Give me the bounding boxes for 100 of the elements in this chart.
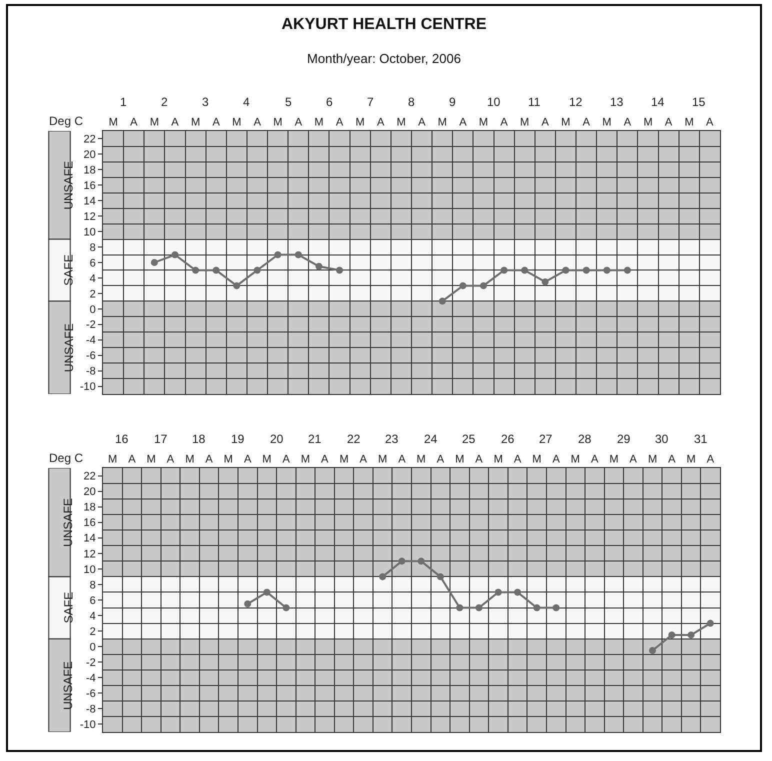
x2-tick-label: 27 — [539, 432, 553, 446]
band-label: SAFE — [61, 254, 76, 286]
x-tick-label: M — [602, 116, 612, 129]
x-tick-label: M — [108, 116, 118, 129]
chart-title: AKYURT HEALTH CENTRE — [281, 16, 487, 34]
y-tick-label: 4 — [90, 272, 96, 285]
x-tick-label: M — [478, 116, 488, 129]
x-tick-label: M — [300, 454, 310, 466]
x-tick-label: A — [436, 454, 445, 466]
x2-tick-label: 3 — [202, 95, 209, 109]
x-tick-label: A — [664, 116, 673, 129]
y-axis-title: Deg C — [49, 114, 84, 128]
x-tick-label: M — [146, 454, 156, 466]
x-tick-label: M — [108, 454, 118, 466]
x-tick-label: A — [336, 116, 344, 129]
y-tick-label: 12 — [84, 210, 96, 223]
point — [336, 266, 344, 274]
x2-tick-label: 30 — [655, 432, 669, 446]
x2-tick-label: 6 — [326, 95, 333, 109]
x2-tick-label: 13 — [610, 95, 624, 109]
point — [315, 262, 322, 270]
point — [552, 604, 560, 612]
x-tick-label: M — [520, 116, 530, 129]
x2-tick-label: 28 — [578, 432, 592, 446]
x2-tick-label: 21 — [308, 432, 322, 446]
x2-tick-label: 1 — [120, 95, 127, 109]
x2-tick-label: 12 — [569, 95, 583, 109]
x-tick-label: A — [591, 454, 599, 466]
band-label: UNSAFE — [61, 661, 76, 710]
x-tick-label: A — [205, 454, 214, 466]
x2-tick-label: 14 — [651, 95, 665, 109]
x2-tick-label: 15 — [692, 95, 706, 109]
y-tick-label: 14 — [84, 195, 96, 208]
x2-tick-label: 29 — [617, 432, 631, 446]
y-tick-label: -6 — [86, 688, 96, 700]
point — [150, 259, 158, 266]
x-tick-label: M — [273, 116, 282, 129]
x-tick-label: M — [416, 454, 426, 466]
x-tick-label: M — [532, 454, 542, 466]
x-tick-label: M — [339, 454, 349, 466]
x2-tick-label: 11 — [528, 95, 541, 109]
x-tick-label: A — [706, 454, 715, 466]
point — [706, 620, 714, 627]
point — [436, 573, 444, 580]
x2-tick-label: 31 — [694, 432, 708, 446]
point — [294, 251, 302, 258]
point — [456, 604, 464, 612]
y-tick-label: 0 — [90, 304, 96, 316]
point — [233, 282, 240, 290]
x-tick-label: M — [185, 454, 194, 466]
y-tick-label: 2 — [90, 288, 96, 300]
x-tick-label: A — [624, 116, 632, 129]
y-tick-label: -6 — [86, 350, 96, 362]
x-tick-label: M — [378, 454, 388, 466]
x-tick-label: A — [130, 116, 138, 129]
x2-tick-label: 23 — [385, 432, 399, 446]
x-tick-label: M — [684, 116, 694, 129]
x-tick-label: M — [494, 454, 503, 466]
x-tick-label: A — [128, 454, 136, 466]
x-tick-label: M — [355, 116, 365, 129]
y-tick-label: 18 — [84, 164, 96, 177]
x-tick-label: A — [282, 454, 290, 466]
point — [192, 266, 200, 274]
x-tick-label: M — [561, 116, 570, 129]
x-tick-label: A — [542, 116, 550, 129]
x-tick-label: M — [190, 116, 200, 129]
point — [244, 600, 252, 608]
point — [494, 588, 502, 596]
x-tick-label: M — [232, 116, 242, 129]
point — [582, 266, 590, 274]
y-tick-label: 14 — [84, 532, 96, 545]
x2-tick-label: 9 — [449, 95, 456, 109]
x-tick-label: M — [224, 454, 233, 466]
point — [263, 588, 270, 596]
y-tick-label: -10 — [80, 719, 96, 732]
x-tick-label: A — [321, 454, 330, 466]
x-tick-label: A — [212, 116, 220, 129]
y-tick-label: 16 — [84, 517, 96, 530]
y-tick-label: -8 — [86, 704, 96, 716]
y-tick-label: 2 — [90, 626, 96, 638]
x-tick-label: M — [150, 116, 160, 129]
band-label: UNSAFE — [62, 323, 76, 372]
y-tick-label: 0 — [90, 641, 96, 654]
x2-tick-label: 20 — [270, 432, 284, 446]
y-tick-label: 16 — [84, 180, 96, 192]
x-tick-label: A — [475, 454, 484, 466]
x-tick-label: M — [570, 454, 580, 466]
x2-tick-label: 18 — [192, 432, 206, 446]
x-tick-label: M — [686, 454, 696, 466]
point — [500, 266, 508, 274]
y-tick-label: -4 — [86, 672, 96, 684]
chart-subtitle: Month/year: October, 2006 — [307, 51, 461, 66]
point — [398, 558, 406, 565]
x2-tick-label: 5 — [285, 95, 292, 109]
point — [171, 251, 178, 258]
y-tick-label: -2 — [86, 656, 96, 669]
x-tick-label: A — [398, 454, 406, 466]
x-tick-label: A — [668, 454, 676, 466]
point — [521, 266, 528, 274]
point — [212, 266, 220, 274]
